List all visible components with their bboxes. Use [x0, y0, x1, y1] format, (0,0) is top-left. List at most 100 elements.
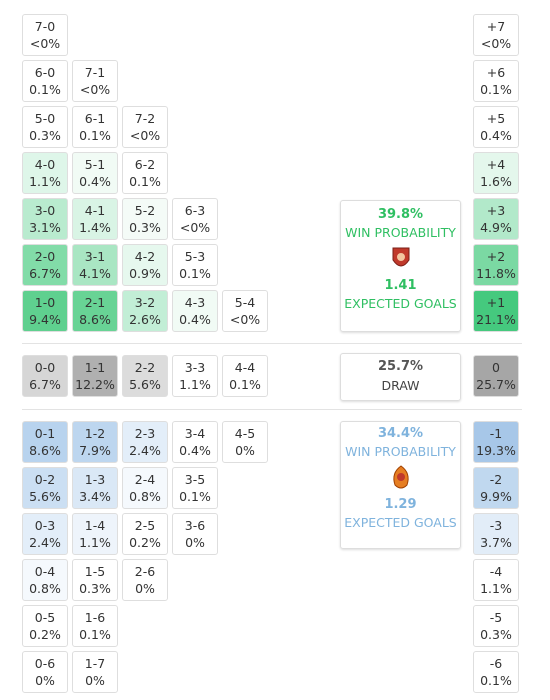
probability: 0.8% [29, 581, 61, 596]
probability: 0.4% [179, 443, 211, 458]
probability: <0% [129, 128, 161, 143]
score-cell: 2-6 0% [122, 559, 168, 601]
score-label: 3-1 [84, 249, 106, 264]
score-label: +1 [486, 295, 506, 310]
xg: 1.29 [384, 497, 417, 512]
probability: 6.7% [29, 377, 61, 392]
score-cell: 6-1 0.1% [72, 106, 118, 148]
score-cell: 2-1 8.6% [72, 290, 118, 332]
score-label: 2-5 [134, 518, 156, 533]
xg: 1.41 [384, 278, 417, 293]
probability: 5.6% [129, 377, 161, 392]
score-cell: 0-0 6.7% [22, 355, 68, 397]
score-cell: 0-4 0.8% [22, 559, 68, 601]
score-label: 6-3 [184, 203, 206, 218]
score-cell: 1-7 0% [72, 651, 118, 693]
score-label: 3-4 [184, 426, 206, 441]
score-cell: -3 3.7% [473, 513, 519, 555]
score-label: 4-3 [184, 295, 206, 310]
win-prob: 34.4% [377, 426, 424, 441]
score-label: 1-0 [34, 295, 56, 310]
score-label: 4-2 [134, 249, 156, 264]
score-label: 1-1 [84, 360, 106, 375]
score-label: 7-0 [34, 19, 56, 34]
draw-label: DRAW [381, 378, 420, 393]
probability: 0.1% [480, 82, 512, 97]
score-label: 0-5 [34, 610, 56, 625]
probability: 1.1% [79, 535, 111, 550]
probability: 12.2% [75, 377, 115, 392]
score-cell: 4-4 0.1% [222, 355, 268, 397]
score-cell: 0-6 0% [22, 651, 68, 693]
score-label: +5 [486, 111, 506, 126]
score-cell: 5-1 0.4% [72, 152, 118, 194]
score-label: 3-6 [184, 518, 206, 533]
score-cell: +1 21.1% [473, 290, 519, 332]
score-label: 2-3 [134, 426, 156, 441]
score-label: 0-1 [34, 426, 56, 441]
probability: 0% [185, 535, 205, 550]
probability: 3.7% [480, 535, 512, 550]
probability: 19.3% [476, 443, 516, 458]
score-label: 0-0 [34, 360, 56, 375]
score-cell: 0-1 8.6% [22, 421, 68, 463]
score-cell: 1-1 12.2% [72, 355, 118, 397]
score-label: -2 [489, 472, 503, 487]
score-cell: 1-0 9.4% [22, 290, 68, 332]
probability: 3.4% [79, 489, 111, 504]
score-cell: 2-2 5.6% [122, 355, 168, 397]
probability: 4.1% [79, 266, 111, 281]
probability: 0.1% [229, 377, 261, 392]
probability: 1.1% [179, 377, 211, 392]
probability: 4.9% [480, 220, 512, 235]
probability: 0.8% [129, 489, 161, 504]
score-label: +6 [486, 65, 506, 80]
score-label: 0-4 [34, 564, 56, 579]
score-cell: 5-0 0.3% [22, 106, 68, 148]
score-cell: 5-4 <0% [222, 290, 268, 332]
separator [22, 343, 522, 344]
score-cell: 5-3 0.1% [172, 244, 218, 286]
score-cell: +3 4.9% [473, 198, 519, 240]
probability: 1.1% [480, 581, 512, 596]
win-label: WIN PROBABILITY [345, 225, 456, 240]
probability: 25.7% [476, 377, 516, 392]
score-label: 6-1 [84, 111, 106, 126]
score-label: 3-0 [34, 203, 56, 218]
score-label: 2-6 [134, 564, 156, 579]
probability: 0% [35, 673, 55, 688]
probability: <0% [480, 36, 512, 51]
score-label: 0-6 [34, 656, 56, 671]
score-label: 6-2 [134, 157, 156, 172]
probability: 8.6% [29, 443, 61, 458]
score-label: 1-7 [84, 656, 106, 671]
score-cell: 1-6 0.1% [72, 605, 118, 647]
score-label: 5-2 [134, 203, 156, 218]
win-label: WIN PROBABILITY [345, 444, 456, 459]
probability: 5.6% [29, 489, 61, 504]
score-label: 1-4 [84, 518, 106, 533]
away-summary: 34.4% WIN PROBABILITY 1.29 EXPECTED GOAL… [340, 421, 461, 549]
score-cell: 3-6 0% [172, 513, 218, 555]
score-cell: 0-5 0.2% [22, 605, 68, 647]
score-label: 3-3 [184, 360, 206, 375]
score-cell: 6-3 <0% [172, 198, 218, 240]
xg-label: EXPECTED GOALS [344, 296, 457, 311]
score-label: 6-0 [34, 65, 56, 80]
score-label: 3-2 [134, 295, 156, 310]
score-cell: +5 0.4% [473, 106, 519, 148]
probability: 2.4% [29, 535, 61, 550]
score-cell: 7-2 <0% [122, 106, 168, 148]
home-crest [392, 247, 409, 267]
score-cell: +4 1.6% [473, 152, 519, 194]
probability: 11.8% [476, 266, 516, 281]
score-cell: 2-0 6.7% [22, 244, 68, 286]
score-label: 5-0 [34, 111, 56, 126]
score-cell: 4-2 0.9% [122, 244, 168, 286]
score-cell: 0-2 5.6% [22, 467, 68, 509]
score-label: -1 [489, 426, 503, 441]
score-label: +7 [486, 19, 506, 34]
score-cell: 1-5 0.3% [72, 559, 118, 601]
score-label: 4-4 [234, 360, 256, 375]
probability: <0% [29, 36, 61, 51]
